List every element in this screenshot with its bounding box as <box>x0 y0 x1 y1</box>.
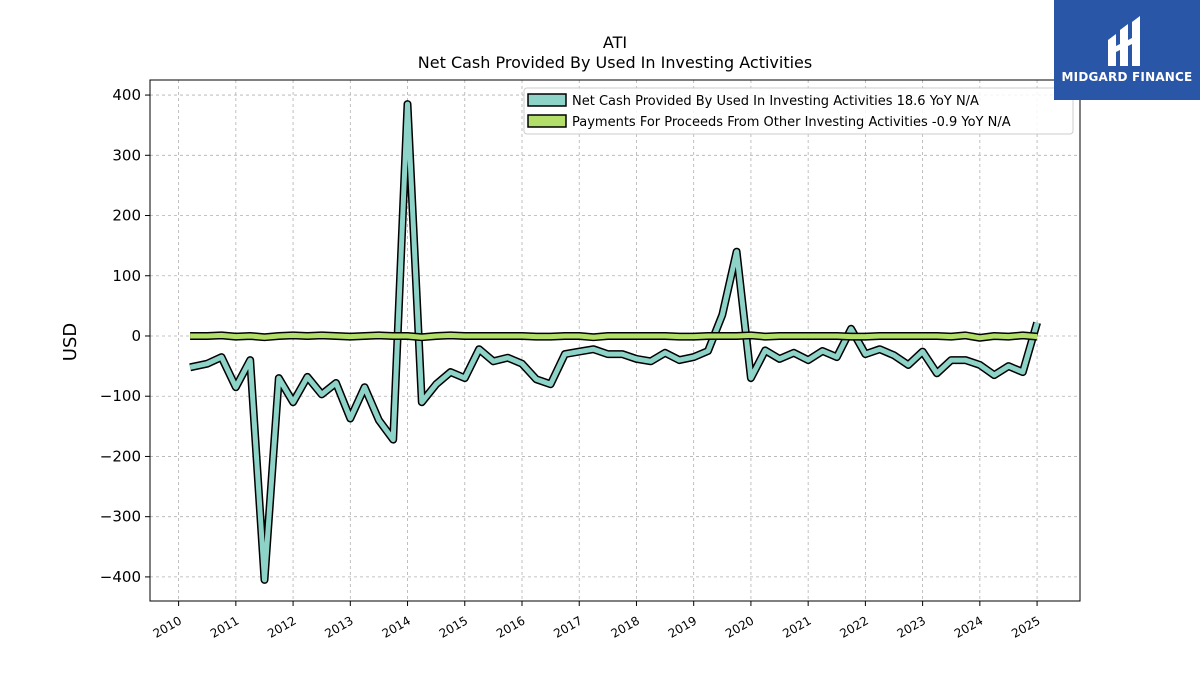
y-tick-label: −300 <box>100 508 141 526</box>
legend: Net Cash Provided By Used In Investing A… <box>523 87 1074 135</box>
y-tick-label: 200 <box>112 207 141 225</box>
series-2-line <box>190 332 1038 341</box>
x-tick-label: 2013 <box>322 613 355 640</box>
series-1-outline <box>189 100 1041 584</box>
x-tick-label: 2016 <box>494 613 527 640</box>
y-tick-label: −200 <box>100 447 141 465</box>
x-tick-label: 2014 <box>380 613 413 640</box>
x-tick-label: 2025 <box>1009 613 1042 640</box>
x-tick-label: 2010 <box>151 613 184 640</box>
y-axis-label: USD <box>60 323 81 361</box>
y-tick-label: 300 <box>112 146 141 164</box>
x-tick-label: 2019 <box>666 613 699 640</box>
series-1-line <box>189 101 1040 583</box>
x-tick-label: 2015 <box>437 613 470 640</box>
y-tick-label: 0 <box>131 327 141 345</box>
x-tick-label: 2021 <box>780 613 813 640</box>
x-tick-label: 2022 <box>837 613 870 640</box>
x-tick-label: 2018 <box>609 613 642 640</box>
grid <box>150 80 1080 601</box>
y-tick-label: 400 <box>112 86 141 104</box>
legend-box <box>523 87 1074 135</box>
legend-label-2: Payments For Proceeds From Other Investi… <box>572 115 1011 130</box>
legend-label-1: Net Cash Provided By Used In Investing A… <box>572 94 979 109</box>
y-tick-label: −400 <box>100 568 141 586</box>
plot-frame <box>149 79 1081 602</box>
y-tick-label: 100 <box>112 267 141 285</box>
legend-swatch-1 <box>527 93 567 107</box>
brand-name: MIDGARD FINANCE <box>1061 70 1193 84</box>
x-tick-label: 2011 <box>208 613 241 640</box>
x-tick-label: 2020 <box>723 613 756 640</box>
x-tick-label: 2023 <box>895 613 928 640</box>
chart-subtitle: Net Cash Provided By Used In Investing A… <box>418 53 812 72</box>
brand-logo: MIDGARD FINANCE <box>1054 0 1200 100</box>
x-tick-label: 2024 <box>952 613 985 640</box>
legend-swatch-2 <box>527 114 567 128</box>
midgard-logo-icon <box>1108 16 1140 66</box>
x-tick-label: 2012 <box>265 613 298 640</box>
x-tick-label: 2017 <box>551 613 584 640</box>
series-lines <box>189 100 1041 584</box>
chart-title: ATI <box>603 33 627 52</box>
y-tick-label: −100 <box>100 387 141 405</box>
